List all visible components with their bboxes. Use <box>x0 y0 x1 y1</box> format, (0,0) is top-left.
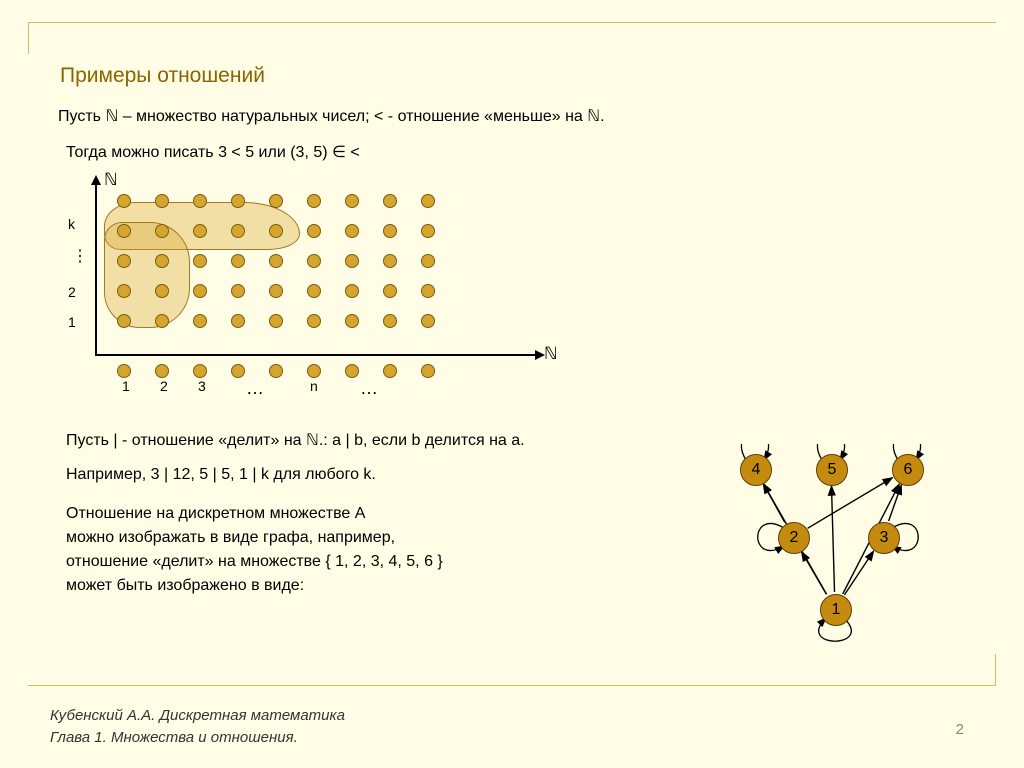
grid-dot <box>421 194 435 208</box>
grid-dot <box>155 224 169 238</box>
x-axis-label: ℕ <box>544 344 558 364</box>
grid-dot <box>345 364 359 378</box>
grid-dot <box>269 194 283 208</box>
footer-author: Кубенский А.А. Дискретная математика <box>50 707 345 724</box>
grid-dot <box>345 194 359 208</box>
grid-dot <box>345 314 359 328</box>
grid-dot <box>193 224 207 238</box>
grid-dot <box>155 254 169 268</box>
t1c: . <box>600 108 604 125</box>
t3b: .: a | b, если b делится на a. <box>319 432 525 449</box>
grid-dot <box>421 254 435 268</box>
right-rule-stub <box>995 654 996 686</box>
grid-dot <box>193 364 207 378</box>
nat-symbol-1: ℕ <box>105 108 118 125</box>
nat-symbol-2: ℕ <box>587 108 600 125</box>
x-tick-dots1: … <box>246 378 267 399</box>
grid-dot <box>155 284 169 298</box>
shaded-region-left <box>104 222 190 328</box>
grid-dot <box>231 314 245 328</box>
footer-chapter: Глава 1. Множества и отношения. <box>50 729 298 746</box>
grid-dot <box>231 254 245 268</box>
grid-dot <box>193 284 207 298</box>
grid-dot <box>383 194 397 208</box>
grid-dot <box>269 364 283 378</box>
grid-dot <box>193 194 207 208</box>
grid-dot <box>307 364 321 378</box>
grid-dot <box>421 364 435 378</box>
x-tick-2: 2 <box>160 378 168 394</box>
grid-dot <box>117 314 131 328</box>
divides-example: Например, 3 | 12, 5 | 5, 1 | k для любог… <box>66 466 376 484</box>
grid-dot <box>307 194 321 208</box>
t1a: Пусть <box>58 108 105 125</box>
grid-dot <box>307 314 321 328</box>
t3a: Пусть | - отношение «делит» на <box>66 432 306 449</box>
grid-dot <box>117 364 131 378</box>
grid-dot <box>383 224 397 238</box>
grid-dot <box>345 284 359 298</box>
grid-dot <box>231 194 245 208</box>
top-rule <box>28 22 996 23</box>
graph-node-1: 1 <box>820 594 852 626</box>
grid-dot <box>231 364 245 378</box>
y-tick-k: k <box>68 216 75 232</box>
grid-dot <box>269 314 283 328</box>
grid-dot <box>307 224 321 238</box>
page-number: 2 <box>956 721 964 738</box>
left-rule-stub <box>28 22 29 54</box>
divides-intro: Пусть | - отношение «делит» на ℕ.: a | b… <box>66 430 525 450</box>
graph-node-2: 2 <box>778 522 810 554</box>
grid-dot <box>117 284 131 298</box>
grid-dot <box>231 284 245 298</box>
graph-description: Отношение на дискретном множестве А можн… <box>66 502 443 598</box>
grid-dot <box>383 284 397 298</box>
graph-node-3: 3 <box>868 522 900 554</box>
grid-dot <box>193 314 207 328</box>
grid-dot <box>269 254 283 268</box>
t1b: – множество натуральных чисел; < - отнош… <box>118 108 587 125</box>
y-tick-1: 1 <box>68 314 76 330</box>
grid-dot <box>345 254 359 268</box>
grid-dot <box>421 314 435 328</box>
grid-dot <box>269 284 283 298</box>
intro-line-1: Пусть ℕ – множество натуральных чисел; <… <box>58 106 605 126</box>
y-tick-2: 2 <box>68 284 76 300</box>
grid-dot <box>155 194 169 208</box>
y-tick-dots: ⋮ <box>72 246 88 266</box>
grid-dot <box>117 224 131 238</box>
grid-dot <box>155 364 169 378</box>
grid-dot <box>117 254 131 268</box>
x-tick-1: 1 <box>122 378 130 394</box>
grid-dot <box>231 224 245 238</box>
slide-title: Примеры отношений <box>60 64 265 88</box>
grid-dot <box>307 254 321 268</box>
x-tick-n: n <box>310 378 318 394</box>
grid-dot <box>269 224 283 238</box>
intro-line-2: Тогда можно писать 3 < 5 или (3, 5) ∈ < <box>66 142 360 162</box>
grid-dot <box>421 284 435 298</box>
graph-node-4: 4 <box>740 454 772 486</box>
x-tick-dots2: … <box>360 378 381 399</box>
y-axis <box>95 180 97 354</box>
grid-dot <box>193 254 207 268</box>
graph-node-5: 5 <box>816 454 848 486</box>
grid-dot <box>383 254 397 268</box>
bottom-rule <box>28 685 996 686</box>
grid-dot <box>383 364 397 378</box>
x-tick-3: 3 <box>198 378 206 394</box>
nat-symbol-3: ℕ <box>306 432 319 449</box>
x-axis <box>95 354 540 356</box>
grid-dot <box>383 314 397 328</box>
grid-dot <box>307 284 321 298</box>
grid-dot <box>421 224 435 238</box>
y-axis-label: ℕ <box>104 170 118 190</box>
grid-dot <box>155 314 169 328</box>
graph-node-6: 6 <box>892 454 924 486</box>
grid-dot <box>117 194 131 208</box>
divisibility-graph-nodes: 4 5 6 2 3 1 <box>720 444 970 664</box>
grid-dot <box>345 224 359 238</box>
